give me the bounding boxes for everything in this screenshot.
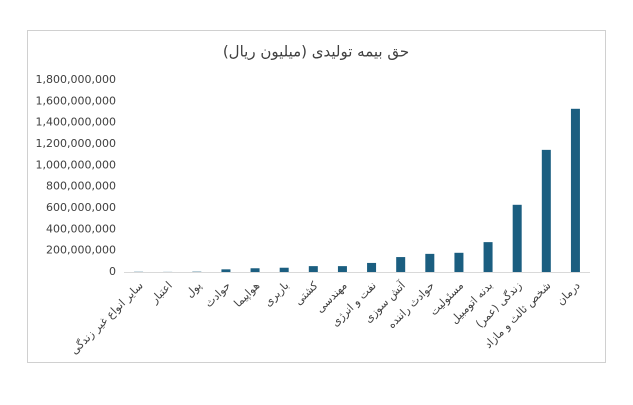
- bar: [250, 268, 260, 272]
- bar: [425, 253, 435, 272]
- chart-frame: [27, 30, 606, 363]
- bar: [570, 108, 580, 272]
- y-tick-label: 400,000,000: [46, 222, 116, 235]
- bar: [221, 269, 231, 272]
- y-tick-label: 800,000,000: [46, 180, 116, 193]
- bar: [308, 266, 318, 272]
- bar: [454, 252, 464, 272]
- y-tick-label: 1,200,000,000: [36, 137, 116, 150]
- y-tick-label: 1,800,000,000: [36, 73, 116, 86]
- bar: [279, 267, 289, 272]
- y-tick-label: 0: [109, 265, 116, 278]
- bar: [367, 262, 377, 272]
- bar: [396, 257, 406, 272]
- y-tick-label: 600,000,000: [46, 201, 116, 214]
- bar: [483, 242, 493, 272]
- bar: [337, 266, 347, 272]
- bar: [541, 149, 551, 272]
- y-tick-label: 200,000,000: [46, 244, 116, 257]
- bar: [512, 204, 522, 272]
- y-tick-label: 1,400,000,000: [36, 116, 116, 129]
- y-tick-label: 1,000,000,000: [36, 158, 116, 171]
- chart-title: حق بیمه تولیدی (میلیون ریال): [223, 43, 409, 61]
- y-tick-label: 1,600,000,000: [36, 94, 116, 107]
